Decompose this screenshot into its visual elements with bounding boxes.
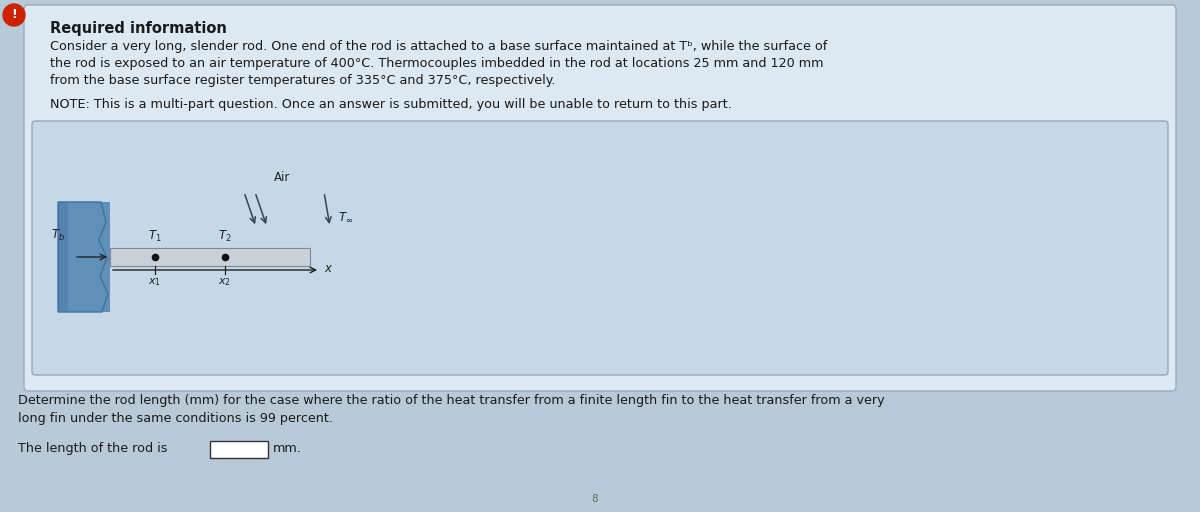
Text: The length of the rod is: The length of the rod is — [18, 442, 168, 455]
Bar — [58, 202, 68, 312]
FancyBboxPatch shape — [24, 5, 1176, 391]
Text: Consider a very long, slender rod. One end of the rod is attached to a base surf: Consider a very long, slender rod. One e… — [50, 40, 827, 53]
Text: the rod is exposed to an air temperature of 400°C. Thermocouples imbedded in the: the rod is exposed to an air temperature… — [50, 57, 823, 70]
FancyBboxPatch shape — [32, 121, 1168, 375]
Text: 8: 8 — [592, 494, 599, 504]
Text: Air: Air — [274, 171, 290, 184]
Text: from the base surface register temperatures of 335°C and 375°C, respectively.: from the base surface register temperatu… — [50, 74, 556, 87]
Text: NOTE: This is a multi-part question. Once an answer is submitted, you will be un: NOTE: This is a multi-part question. Onc… — [50, 98, 732, 111]
Text: Required information: Required information — [50, 21, 227, 36]
Text: $T_{\infty}$: $T_{\infty}$ — [338, 210, 353, 224]
Polygon shape — [58, 202, 108, 312]
Bar — [58, 202, 110, 312]
Text: Determine the rod length (mm) for the case where the ratio of the heat transfer : Determine the rod length (mm) for the ca… — [18, 394, 884, 407]
Circle shape — [2, 4, 25, 26]
Text: $x$: $x$ — [324, 263, 334, 275]
Bar — [210, 441, 268, 458]
Text: $x_1$: $x_1$ — [149, 276, 162, 288]
Text: long fin under the same conditions is 99 percent.: long fin under the same conditions is 99… — [18, 412, 334, 425]
Text: $T_1$: $T_1$ — [148, 229, 162, 244]
Bar — [110, 248, 310, 266]
Text: $x_2$: $x_2$ — [218, 276, 232, 288]
Text: $T_b$: $T_b$ — [50, 228, 65, 243]
Text: $T_2$: $T_2$ — [218, 229, 232, 244]
Text: !: ! — [11, 9, 17, 22]
Text: mm.: mm. — [274, 442, 302, 455]
